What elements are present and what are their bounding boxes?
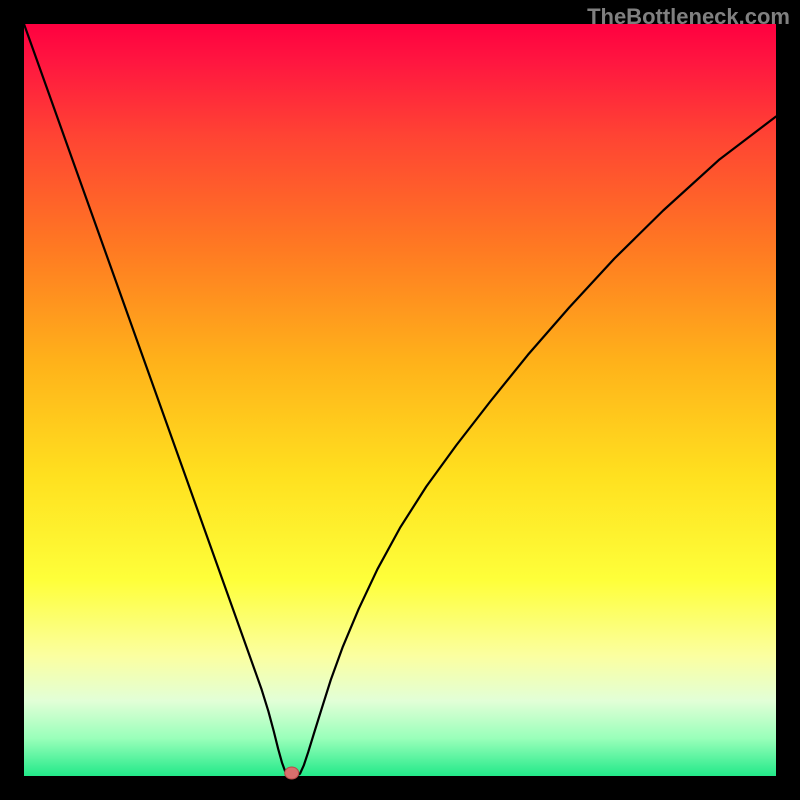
bottleneck-chart bbox=[0, 0, 800, 800]
chart-container: TheBottleneck.com bbox=[0, 0, 800, 800]
watermark-label: TheBottleneck.com bbox=[587, 4, 790, 30]
plot-area bbox=[24, 24, 776, 776]
optimal-point-marker bbox=[285, 767, 299, 779]
